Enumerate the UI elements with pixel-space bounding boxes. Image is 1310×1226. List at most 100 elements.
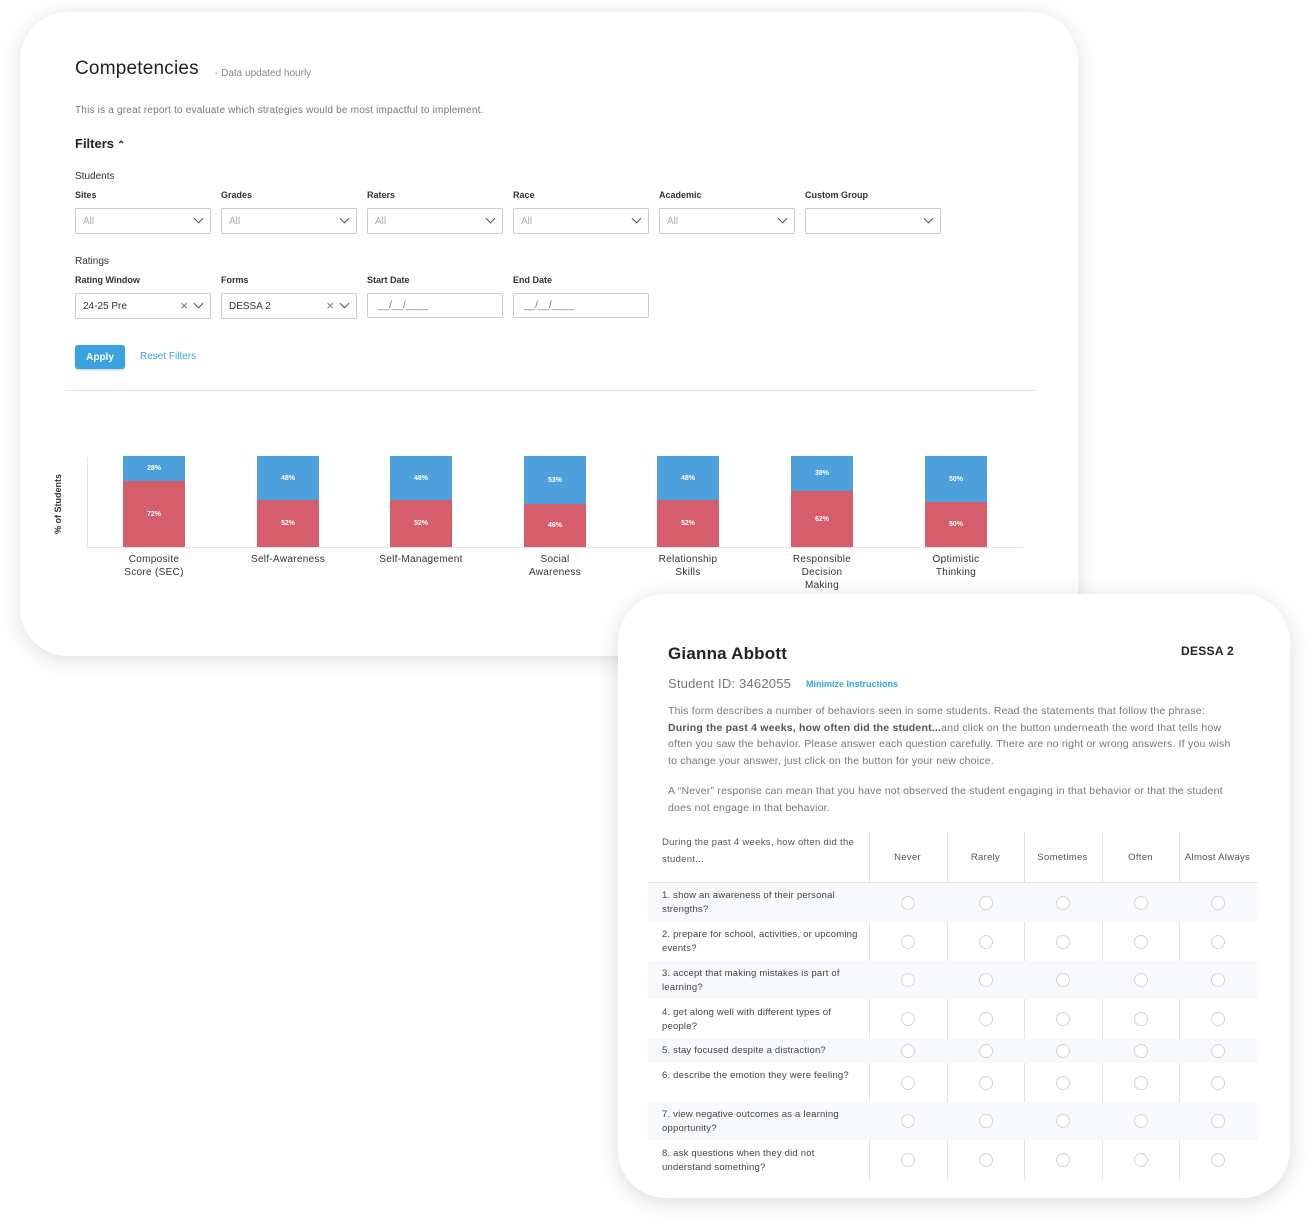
question-row: 4. get along well with different types o… (648, 999, 1258, 1039)
answer-radio[interactable] (978, 896, 993, 910)
filter-value: All (521, 216, 533, 227)
bar-segment-bottom: 50% (925, 502, 987, 547)
answer-radio[interactable] (1055, 896, 1070, 910)
option-header: Often (1128, 851, 1153, 863)
answer-radio[interactable] (978, 1044, 993, 1058)
question-row: 2. prepare for school, activities, or up… (648, 922, 1258, 961)
question-row: 3. accept that making mistakes is part o… (648, 961, 1258, 999)
answer-radio[interactable] (1210, 1076, 1225, 1090)
filter-select[interactable]: All (659, 208, 795, 234)
chart-category-label: Responsible Decision Making (792, 554, 852, 591)
instructions-text: This form describes a number of behavior… (668, 703, 1238, 769)
bar-segment-top: 48% (657, 456, 719, 500)
question-row: 6. describe the emotion they were feelin… (648, 1063, 1258, 1102)
answer-radio[interactable] (900, 1153, 915, 1167)
answer-radio[interactable] (1133, 1012, 1148, 1026)
filter-select[interactable]: All (221, 208, 357, 234)
answer-radio[interactable] (1055, 1012, 1070, 1026)
end-date-input[interactable] (513, 293, 649, 318)
filter-label: Academic (659, 190, 702, 200)
reset-filters-link[interactable]: Reset Filters (140, 351, 197, 362)
filter-value: All (83, 216, 95, 227)
instructions-intro: This form describes a number of behavior… (668, 705, 1205, 717)
answer-radio[interactable] (1055, 1076, 1070, 1090)
bar-segment-bottom: 52% (257, 500, 319, 547)
clear-icon[interactable]: × (326, 298, 334, 313)
answer-radio[interactable] (1210, 1044, 1225, 1058)
answer-radio[interactable] (900, 1076, 915, 1090)
answer-radio[interactable] (1133, 1044, 1148, 1058)
answer-radio[interactable] (900, 973, 915, 987)
answer-radio[interactable] (1210, 1114, 1225, 1128)
filter-label: Race (513, 190, 535, 200)
answer-radio[interactable] (1133, 1114, 1148, 1128)
answer-radio[interactable] (978, 935, 993, 949)
answer-radio[interactable] (978, 1114, 993, 1128)
apply-button[interactable]: Apply (75, 345, 125, 369)
answer-radio[interactable] (978, 1153, 993, 1167)
end-date-label: End Date (513, 275, 553, 285)
filter-value: All (375, 216, 387, 227)
instructions-rest: and click on the button underneath the w… (668, 721, 1231, 767)
filter-label: Raters (367, 190, 396, 200)
answer-radio[interactable] (1210, 896, 1225, 910)
answer-radio[interactable] (1133, 1153, 1148, 1167)
answer-radio[interactable] (1210, 1153, 1225, 1167)
question-text: 7. view negative outcomes as a learning … (662, 1109, 839, 1134)
chart-category-label: Social Awareness (529, 554, 581, 578)
competencies-report-card: Competencies - Data updated hourly This … (20, 12, 1078, 656)
bar-segment-top: 38% (791, 456, 853, 491)
answer-radio[interactable] (1210, 973, 1225, 987)
column-divider (947, 832, 948, 1180)
chart-bar: 53% 46% (524, 456, 586, 547)
filter-label: Custom Group (805, 190, 868, 200)
answer-radio[interactable] (1133, 1076, 1148, 1090)
chart-category-label: Self-Awareness (250, 554, 326, 565)
chart-bar: 28% 72% (123, 456, 185, 547)
answer-radio[interactable] (1133, 935, 1148, 949)
filter-label: Sites (75, 190, 97, 200)
chart-category-label: Self-Management (379, 554, 463, 565)
question-text: 5. stay focused despite a distraction? (662, 1045, 826, 1056)
answer-radio[interactable] (900, 1114, 915, 1128)
answer-radio[interactable] (1055, 1044, 1070, 1058)
filter-select[interactable] (805, 208, 941, 234)
answer-radio[interactable] (900, 1044, 915, 1058)
answer-radio[interactable] (900, 935, 915, 949)
rating-window-select[interactable]: 24-25 Pre × (75, 293, 211, 319)
answer-radio[interactable] (1055, 1114, 1070, 1128)
filters-label: Filters (75, 136, 115, 151)
filter-select[interactable]: All (75, 208, 211, 234)
chevron-up-icon: ⌃ (117, 140, 126, 151)
header-divider (648, 882, 1258, 883)
chart-category-label: Relationship Skills (658, 554, 718, 578)
bar-segment-bottom: 62% (791, 491, 853, 547)
students-section-title: Students (75, 171, 115, 182)
clear-icon[interactable]: × (180, 298, 188, 313)
answer-radio[interactable] (1210, 935, 1225, 949)
filters-toggle[interactable]: Filters ⌃ (75, 136, 125, 151)
never-response-note: A “Never” response can mean that you hav… (668, 785, 1223, 814)
start-date-input[interactable] (367, 293, 503, 318)
rating-window-label: Rating Window (75, 275, 140, 285)
answer-radio[interactable] (978, 1012, 993, 1026)
column-divider (1102, 832, 1103, 1180)
answer-radio[interactable] (978, 973, 993, 987)
filter-select[interactable]: All (367, 208, 503, 234)
question-text: 6. describe the emotion they were feelin… (662, 1070, 849, 1081)
answer-radio[interactable] (900, 1012, 915, 1026)
answer-radio[interactable] (1055, 935, 1070, 949)
filter-select[interactable]: All (513, 208, 649, 234)
bar-segment-bottom: 52% (390, 500, 452, 547)
answer-radio[interactable] (1055, 1153, 1070, 1167)
answer-radio[interactable] (1210, 1012, 1225, 1026)
answer-radio[interactable] (1055, 973, 1070, 987)
answer-radio[interactable] (1133, 973, 1148, 987)
minimize-instructions-link[interactable]: Minimize Instructions (806, 679, 899, 689)
option-header: Sometimes (1037, 851, 1088, 863)
chevron-down-icon (193, 213, 204, 224)
answer-radio[interactable] (900, 896, 915, 910)
answer-radio[interactable] (1133, 896, 1148, 910)
answer-radio[interactable] (978, 1076, 993, 1090)
forms-select[interactable]: DESSA 2 × (221, 293, 357, 319)
